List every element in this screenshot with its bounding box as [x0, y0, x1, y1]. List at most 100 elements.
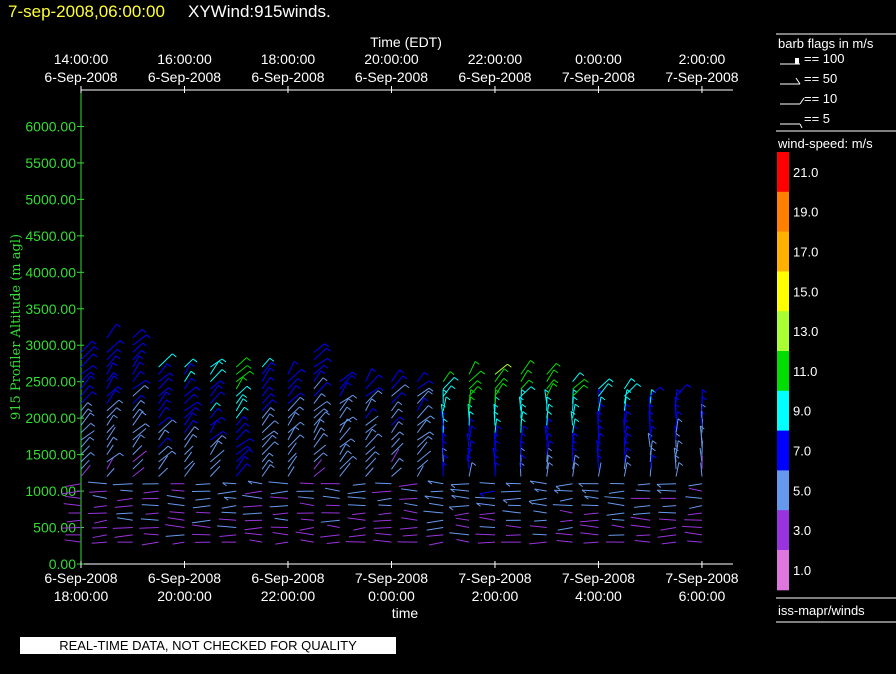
wind-barb — [80, 375, 91, 390]
wind-barb — [324, 487, 340, 492]
wind-barb — [89, 490, 107, 493]
barb-flag — [454, 376, 459, 381]
top-tick-label-date: 6-Sep-2008 — [44, 69, 117, 85]
y-tick-label: 500.00 — [33, 520, 76, 536]
wind-barb — [235, 406, 245, 419]
wind-barb — [632, 512, 651, 515]
barb-flag — [247, 480, 253, 485]
wind-barb — [91, 527, 107, 529]
wind-barb — [287, 412, 296, 426]
wind-barb — [339, 394, 354, 404]
wind-barb — [675, 384, 688, 397]
wind-barb — [80, 422, 92, 434]
barb-flag — [92, 365, 98, 370]
wind-barb — [675, 411, 678, 426]
wind-barb — [529, 480, 547, 485]
wind-barb — [209, 391, 222, 404]
wind-barb — [373, 519, 392, 522]
barb-sample-flag — [799, 123, 803, 129]
wind-barb — [235, 422, 246, 434]
wind-barb — [61, 490, 82, 495]
wind-barb — [313, 364, 325, 375]
wind-barb — [572, 404, 576, 419]
barb-flag — [443, 454, 449, 459]
wind-barb — [365, 390, 379, 404]
wind-barb — [598, 378, 610, 390]
barb-flag — [94, 346, 99, 351]
wind-barb — [423, 510, 444, 514]
barb-flag — [92, 391, 97, 396]
wind-barb — [299, 482, 314, 485]
barb-flag — [549, 440, 554, 445]
barb-flag — [636, 383, 642, 388]
barb-flag — [217, 440, 223, 445]
barb-flag — [244, 406, 249, 411]
barb-flag — [271, 362, 276, 366]
wind-barb — [520, 455, 523, 470]
barb-flag — [401, 392, 406, 396]
wind-barb — [661, 541, 677, 545]
wind-barb — [468, 418, 471, 433]
wind-barb — [106, 372, 114, 382]
x-tick-label-time: 18:00:00 — [54, 588, 109, 604]
wind-barb — [261, 362, 272, 375]
wind-barb — [597, 433, 601, 448]
wind-barb — [532, 533, 547, 536]
barb-flag — [299, 406, 304, 411]
barb-flag — [299, 396, 305, 401]
barb-flag — [528, 379, 534, 384]
wind-barb — [80, 346, 95, 361]
wind-barb — [623, 418, 625, 433]
barb-flag — [221, 435, 227, 439]
wind-barb — [106, 457, 114, 470]
barb-flag — [90, 375, 95, 380]
barb-flag — [626, 462, 632, 466]
wind-barb — [158, 363, 168, 375]
barb-flag — [398, 421, 403, 425]
barb-flag — [246, 385, 252, 390]
speed-legend-label: 1.0 — [793, 563, 811, 578]
wind-barb — [416, 441, 428, 455]
wind-barb — [80, 452, 91, 463]
barb-flag — [194, 426, 199, 431]
barb-flag — [573, 432, 579, 437]
barb-flag — [477, 380, 482, 384]
wind-barb — [449, 505, 470, 508]
barb-sample-flag — [799, 97, 805, 105]
wind-barb — [604, 496, 625, 499]
barb-flag — [466, 432, 472, 437]
wind-barb — [80, 391, 93, 404]
barb-flag — [167, 445, 173, 450]
wind-barb — [209, 360, 220, 375]
wind-barb — [544, 389, 548, 404]
barb-flag — [553, 369, 559, 374]
barb-flag — [377, 390, 383, 395]
barb-flag — [268, 459, 274, 464]
wind-barb — [184, 401, 198, 412]
barb-flag — [548, 462, 554, 466]
wind-barb — [139, 527, 159, 529]
wind-barb — [546, 404, 550, 419]
wind-barb — [287, 392, 301, 404]
wind-barb — [339, 427, 351, 441]
wind-barb — [623, 389, 628, 404]
wind-barb — [417, 415, 431, 426]
speed-color-swatch — [777, 152, 789, 193]
wind-barb — [494, 389, 496, 404]
y-tick-label: 3000.00 — [25, 337, 76, 353]
speed-legend-label: 3.0 — [793, 523, 811, 538]
wind-barb — [339, 443, 347, 455]
wind-barb — [391, 369, 400, 382]
wind-barb — [235, 438, 251, 448]
barb-flag — [469, 411, 474, 415]
wind-barb — [80, 412, 91, 426]
x-tick-label-date: 6-Sep-2008 — [44, 570, 117, 586]
wind-barb — [217, 490, 237, 495]
wind-barb — [80, 371, 91, 383]
wind-barb — [158, 391, 167, 404]
barb-flag — [274, 420, 279, 425]
wind-barb — [533, 519, 547, 522]
barb-flag — [272, 434, 277, 439]
wind-barb — [375, 532, 392, 536]
barb-flag — [115, 355, 121, 360]
